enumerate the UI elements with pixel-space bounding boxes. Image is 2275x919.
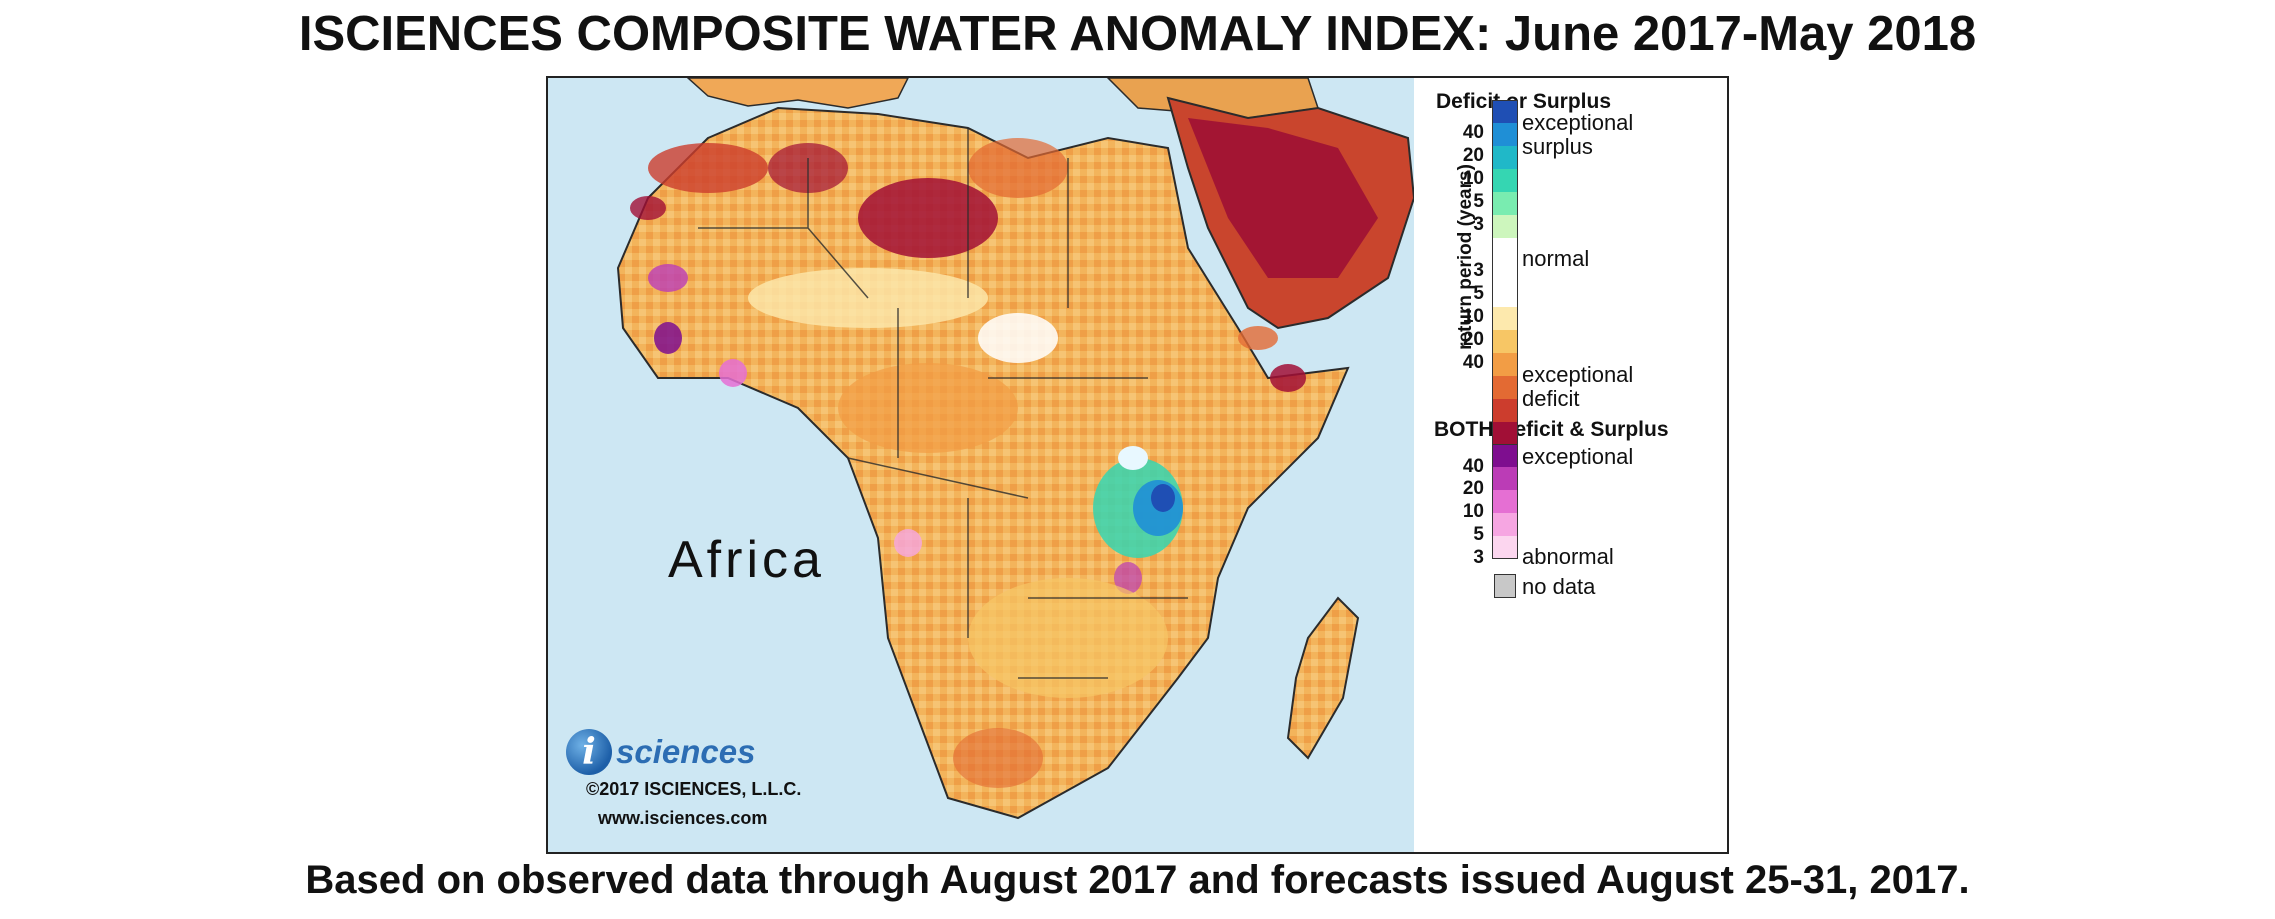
logo-text: sciences [616,733,756,770]
africa-map-graphic [616,78,1414,820]
isciences-logo: i sciences [566,725,806,785]
label-exceptional-surplus-2: surplus [1522,134,1593,159]
legend-swatch [1492,353,1518,376]
label-both-abnormal: abnormal [1522,544,1614,569]
legend-swatch [1492,376,1518,399]
legend-both-swatch [1492,490,1518,513]
label-exceptional-surplus-1: exceptional [1522,110,1634,135]
legend-swatch [1492,284,1518,307]
legend-swatch [1492,100,1518,123]
map-frame: Africa i sciences ©2017 ISCIENCES, L.L.C… [546,76,1729,854]
legend-both-tick-label: 5 [1473,524,1484,545]
legend-tick-label: 10 [1462,306,1484,327]
legend-swatch [1492,215,1518,238]
footer-note: Based on observed data through August 20… [305,858,1970,902]
legend-both-tick-label: 40 [1462,456,1484,477]
website-link[interactable]: www.isciences.com [598,808,768,828]
no-data-swatch [1494,574,1516,598]
legend-swatch [1492,238,1518,261]
label-normal: normal [1522,246,1590,271]
legend-swatch [1492,330,1518,353]
copyright-text: ©2017 ISCIENCES, L.L.C. [586,779,802,799]
legend-tick-label: 3 [1473,214,1484,235]
legend-tick-label: 10 [1462,168,1484,189]
label-exceptional-deficit-2: deficit [1522,386,1580,411]
legend-both-swatch [1492,513,1518,536]
legend-both-swatch [1492,467,1518,490]
legend-tick-label: 5 [1473,191,1484,212]
legend-both-swatch [1492,536,1518,559]
legend-swatch [1492,307,1518,330]
legend-swatch [1492,399,1518,422]
legend-both-swatch [1492,444,1518,467]
legend-tick-label: 20 [1462,145,1484,166]
legend-swatch [1492,123,1518,146]
legend-swatch [1492,169,1518,192]
legend-tick-label: 40 [1462,352,1484,373]
madagascar-land [1286,596,1360,760]
legend-tick-label: 20 [1462,329,1484,350]
region-label: Africa [668,531,825,589]
legend-both-tick-label: 20 [1462,478,1484,499]
legend-tick-label: 40 [1462,122,1484,143]
legend: Deficit or Surplus return period (years)… [1416,78,1727,852]
legend-swatch [1492,146,1518,169]
map-title: ISCIENCES COMPOSITE WATER ANOMALY INDEX:… [298,7,1977,61]
label-exceptional-deficit-1: exceptional [1522,362,1634,387]
legend-section2-title: BOTH Deficit & Surplus [1434,418,1669,441]
map-panel: Africa i sciences ©2017 ISCIENCES, L.L.C… [548,78,1414,852]
europe-land [686,78,909,109]
legend-tick-label: 5 [1473,283,1484,304]
logo-i-icon: i [566,729,612,775]
legend-tick-label: 3 [1473,260,1484,281]
legend-swatch [1492,261,1518,284]
legend-both-tick-label: 3 [1473,547,1484,568]
legend-both-tick-label: 10 [1462,501,1484,522]
legend-section1-title: Deficit or Surplus [1436,90,1612,113]
label-no-data: no data [1522,574,1596,599]
legend-swatch [1492,422,1518,445]
legend-swatch [1492,192,1518,215]
label-both-exceptional: exceptional [1522,444,1634,469]
